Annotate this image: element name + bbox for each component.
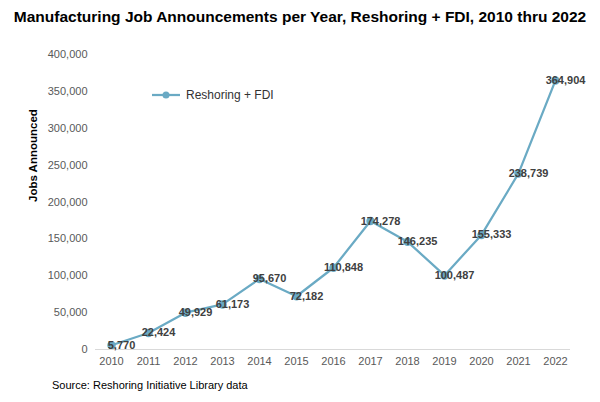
svg-text:72,182: 72,182 — [290, 290, 324, 302]
svg-text:22,424: 22,424 — [142, 326, 177, 338]
svg-text:2017: 2017 — [358, 355, 382, 367]
svg-text:155,333: 155,333 — [472, 228, 512, 240]
svg-text:2020: 2020 — [469, 355, 493, 367]
svg-text:150,000: 150,000 — [48, 232, 88, 244]
svg-text:364,904: 364,904 — [546, 74, 587, 86]
svg-text:250,000: 250,000 — [48, 159, 88, 171]
svg-text:5,770: 5,770 — [108, 339, 136, 351]
svg-text:110,848: 110,848 — [324, 261, 363, 273]
svg-text:146,235: 146,235 — [398, 235, 438, 247]
svg-text:2016: 2016 — [321, 355, 345, 367]
svg-text:61,173: 61,173 — [216, 298, 250, 310]
svg-text:2012: 2012 — [173, 355, 197, 367]
svg-text:2010: 2010 — [99, 355, 123, 367]
html-text:Reshoring + FDI: Reshoring + FDI — [186, 88, 274, 102]
svg-text:350,000: 350,000 — [48, 85, 88, 97]
svg-text:174,278: 174,278 — [361, 214, 401, 226]
svg-text:2015: 2015 — [284, 355, 308, 367]
svg-text:0: 0 — [81, 343, 87, 355]
svg-text:400,000: 400,000 — [48, 48, 88, 60]
svg-text:238,739: 238,739 — [509, 167, 549, 179]
svg-text:Jobs Announced: Jobs Announced — [27, 109, 39, 202]
svg-text:95,670: 95,670 — [253, 272, 287, 284]
svg-text:100,000: 100,000 — [48, 269, 88, 281]
svg-text:49,929: 49,929 — [179, 306, 213, 318]
svg-text:2014: 2014 — [247, 355, 271, 367]
svg-text:2019: 2019 — [432, 355, 456, 367]
svg-text:50,000: 50,000 — [54, 306, 88, 318]
svg-text:2011: 2011 — [137, 355, 161, 367]
svg-text:200,000: 200,000 — [48, 196, 88, 208]
html-text:Manufacturing Job Announcement: Manufacturing Job Announcements per Year… — [13, 8, 587, 25]
svg-text:300,000: 300,000 — [48, 122, 88, 134]
svg-text:2013: 2013 — [210, 355, 234, 367]
html-text:Source: Reshoring Initiative L: Source: Reshoring Initiative Library dat… — [52, 379, 248, 391]
svg-text:2018: 2018 — [395, 355, 419, 367]
svg-text:100,487: 100,487 — [435, 269, 475, 281]
svg-text:2021: 2021 — [506, 355, 530, 367]
svg-text:2022: 2022 — [543, 355, 567, 367]
